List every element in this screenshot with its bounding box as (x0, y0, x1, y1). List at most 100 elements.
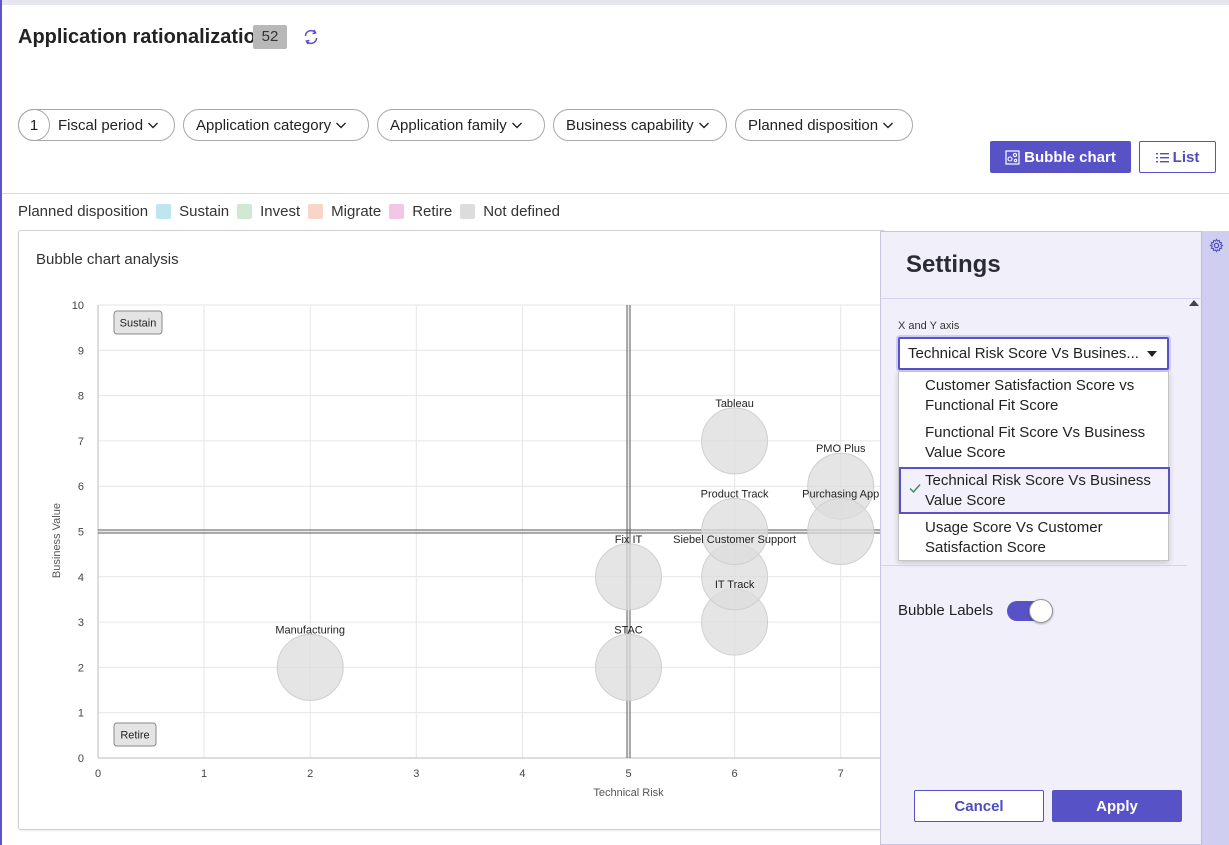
bubble-label: IT Track (715, 579, 755, 591)
axis-dropdown-list: Customer Satisfaction Score vs Functiona… (898, 371, 1170, 561)
legend-swatch (237, 203, 253, 219)
y-tick-label: 3 (78, 617, 84, 629)
filter-label: Fiscal period (58, 116, 144, 134)
x-tick-label: 7 (838, 768, 844, 780)
chevron-down-icon (336, 122, 347, 129)
y-tick-label: 7 (78, 436, 84, 448)
bubble (701, 498, 769, 565)
y-tick-label: 8 (78, 391, 84, 403)
scroll-up-icon[interactable] (1189, 300, 1199, 306)
chart-card-title: Bubble chart analysis (36, 251, 179, 268)
legend-title: Planned disposition (18, 202, 149, 220)
filter-label: Application family (390, 116, 507, 134)
settings-divider-2 (881, 565, 1187, 566)
quadrant-label-box (113, 310, 163, 335)
settings-panel: Settings X and Y axis Technical Risk Sco… (880, 231, 1203, 845)
bubble (807, 498, 875, 565)
axis-option[interactable]: Functional Fit Score Vs Business Value S… (899, 422, 1170, 464)
y-tick-label: 4 (78, 572, 84, 584)
bubble (276, 633, 344, 701)
x-tick-label: 6 (732, 768, 738, 780)
settings-side-strip (1202, 231, 1229, 845)
bubble (595, 633, 662, 701)
legend-label: Sustain (179, 202, 230, 220)
option-line: Value Score (925, 492, 1006, 509)
filter-fiscal-period[interactable]: 1 Fiscal period (18, 109, 175, 141)
apply-button[interactable]: Apply (1052, 790, 1182, 822)
chevron-down-icon (698, 122, 709, 129)
bubble-label: Product Track (701, 489, 769, 501)
bubble-label: Purchasing App (802, 489, 879, 501)
axis-select-value: Technical Risk Score Vs Busines... (908, 345, 1139, 362)
option-line: Usage Score Vs Customer (925, 519, 1103, 536)
option-line: Functional Fit Score (925, 397, 1059, 414)
axis-select[interactable]: Technical Risk Score Vs Busines... (898, 337, 1169, 370)
legend-label: Not defined (483, 202, 560, 220)
option-line: Value Score (925, 444, 1006, 461)
legend-item-sustain: Sustain (156, 203, 229, 220)
legend-swatch (460, 203, 476, 219)
axis-option[interactable]: Customer Satisfaction Score vs Functiona… (899, 375, 1170, 417)
page-title: Application rationalization (18, 26, 269, 48)
y-tick-label: 5 (78, 527, 84, 539)
filter-application-category[interactable]: Application category (183, 109, 369, 141)
gear-icon[interactable] (1209, 238, 1224, 253)
x-tick-label: 2 (307, 768, 313, 780)
filter-business-capability[interactable]: Business capability (553, 109, 727, 141)
x-tick-label: 0 (95, 768, 101, 780)
y-tick-label: 6 (78, 481, 84, 493)
chevron-down-icon (511, 122, 522, 129)
settings-title: Settings (906, 251, 1001, 278)
bubble-labels-label: Bubble Labels (898, 602, 994, 619)
refresh-icon[interactable] (302, 28, 320, 46)
option-line: Functional Fit Score Vs Business (925, 424, 1146, 441)
section-divider (2, 193, 1229, 194)
list-view-button[interactable]: List (1139, 141, 1216, 173)
option-line: Technical Risk Score Vs Business (925, 472, 1151, 489)
axis-field-label: X and Y axis (898, 320, 960, 332)
legend-label: Invest (260, 202, 301, 220)
bubble-chart: 0 1 2 3 4 5 6 7 8 9 10 0 1 2 3 4 5 6 7 Technical Risk Busine… (51, 300, 885, 799)
legend-swatch (389, 203, 405, 219)
check-icon (909, 484, 921, 494)
y-tick-label: 9 (78, 345, 84, 357)
bubble-label: PMO Plus (816, 443, 866, 455)
y-axis-label: Business Value (51, 503, 63, 578)
axis-option[interactable]: Usage Score Vs Customer Satisfaction Sco… (899, 517, 1170, 559)
disposition-legend: Planned disposition Sustain Invest Migra… (18, 202, 560, 220)
quadrant-label-box (113, 722, 157, 747)
bubble (701, 407, 769, 475)
x-tick-label: 3 (413, 768, 419, 780)
axis-option-selected[interactable]: Technical Risk Score Vs Business Value S… (899, 467, 1170, 514)
chevron-down-icon (148, 122, 159, 129)
top-border (0, 0, 1229, 5)
filter-label: Application category (196, 116, 332, 134)
bubble-chart-view-button[interactable]: Bubble chart (990, 141, 1131, 173)
cancel-button[interactable]: Cancel (914, 790, 1044, 822)
legend-item-not-defined: Not defined (460, 203, 560, 220)
x-tick-label: 5 (625, 768, 631, 780)
legend-label: Migrate (331, 202, 382, 220)
legend-item-retire: Retire (389, 203, 452, 220)
quadrant-label: Sustain (120, 318, 157, 330)
list-label: List (1172, 148, 1200, 166)
y-tick-label: 1 (78, 708, 84, 720)
filter-label: Business capability (566, 116, 694, 134)
x-axis-label: Technical Risk (593, 787, 664, 799)
settings-divider (881, 298, 1203, 299)
legend-item-migrate: Migrate (308, 203, 381, 220)
x-tick-label: 4 (519, 768, 525, 780)
bubble-label: STAC (614, 624, 643, 636)
quadrant-label: Retire (120, 730, 149, 742)
option-line: Satisfaction Score (925, 539, 1046, 556)
left-accent-bar (0, 0, 2, 845)
bubble-label: Tableau (715, 398, 754, 410)
filter-application-family[interactable]: Application family (377, 109, 545, 141)
legend-label: Retire (412, 202, 453, 220)
x-tick-label: 1 (201, 768, 207, 780)
filter-planned-disposition[interactable]: Planned disposition (735, 109, 913, 141)
bubble-labels-toggle[interactable] (1007, 599, 1053, 623)
y-tick-label: 10 (72, 300, 84, 312)
y-tick-label: 0 (78, 753, 84, 765)
legend-swatch (308, 203, 324, 219)
